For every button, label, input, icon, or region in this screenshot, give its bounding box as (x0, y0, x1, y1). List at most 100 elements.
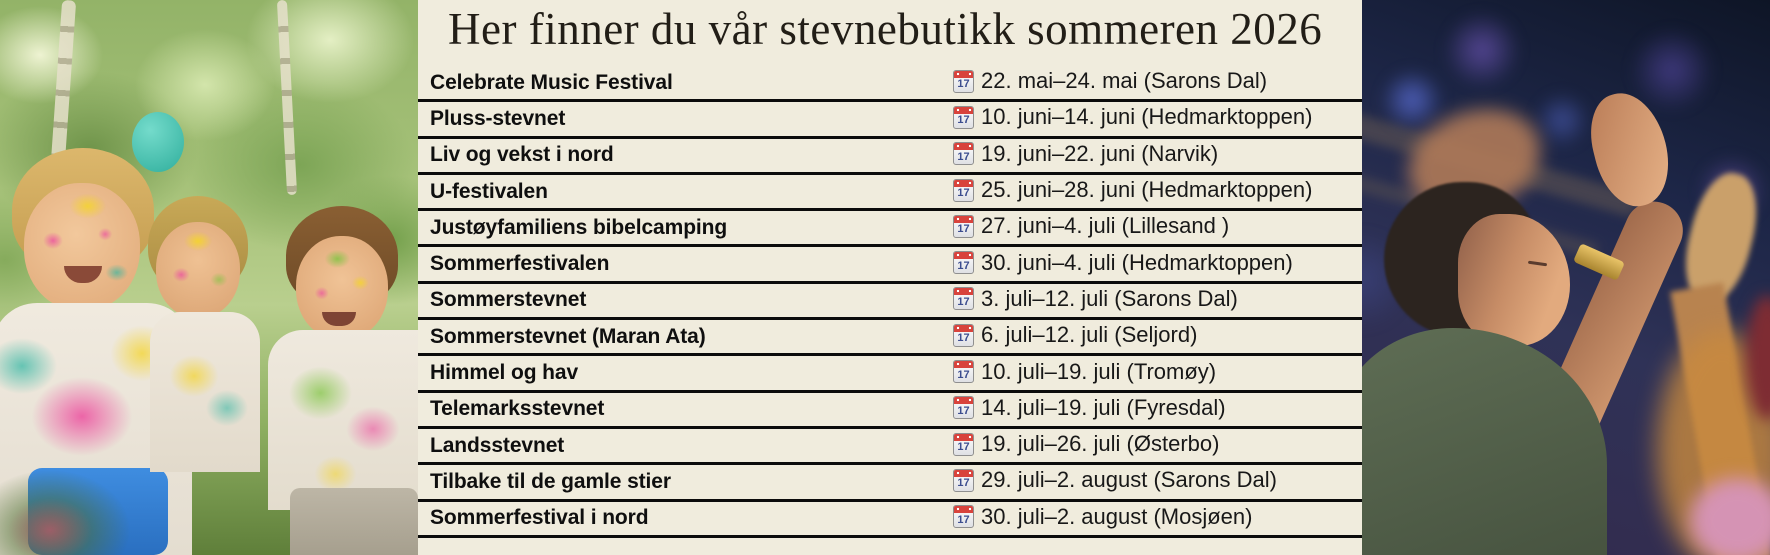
calendar-icon-header (954, 433, 973, 441)
festival-row: Sommerfestival i nord 17 30. juli–2. aug… (418, 502, 1362, 538)
festival-name: Sommerstevnet (430, 288, 587, 312)
festival-date: 27. juni–4. juli (Lillesand ) (981, 213, 1230, 239)
calendar-icon: 17 (953, 323, 974, 347)
child-shirt (268, 330, 418, 510)
child-pants (290, 488, 418, 555)
calendar-icon-day: 17 (957, 404, 970, 417)
festival-date-cell: 17 10. juni–14. juni (Hedmarktoppen) (953, 102, 1312, 132)
calendar-icon-header (954, 70, 973, 78)
festival-date-cell: 17 19. juli–26. juli (Østerbo) (953, 429, 1219, 459)
calendar-icon-header (954, 397, 973, 405)
woman-face (1458, 214, 1570, 346)
festival-table: Celebrate Music Festival 17 22. mai–24. … (418, 66, 1362, 538)
festival-date-cell: 17 30. juli–2. august (Mosjøen) (953, 502, 1252, 532)
festival-date: 14. juli–19. juli (Fyresdal) (981, 394, 1226, 420)
festival-name: Tilbake til de gamle stier (430, 469, 671, 493)
calendar-icon: 17 (953, 468, 974, 492)
calendar-icon-header (954, 506, 973, 514)
child-shirt (150, 312, 260, 472)
festival-date: 30. juli–2. august (Mosjøen) (981, 503, 1253, 529)
festival-name: Sommerfestivalen (430, 252, 610, 276)
calendar-icon: 17 (953, 287, 974, 311)
calendar-icon-day: 17 (957, 368, 970, 381)
calendar-icon-header (954, 288, 973, 296)
festival-date-cell: 17 27. juni–4. juli (Lillesand ) (953, 211, 1229, 241)
calendar-icon-day: 17 (957, 78, 970, 91)
festival-date: 6. juli–12. juli (Seljord) (981, 322, 1198, 348)
festival-date-cell: 17 6. juli–12. juli (Seljord) (953, 320, 1197, 350)
calendar-icon: 17 (953, 396, 974, 420)
child-smile (64, 266, 102, 283)
festival-name: Landsstevnet (430, 433, 565, 457)
page-title: Her finner du vår stevnebutikk sommeren … (448, 4, 1323, 54)
calendar-icon-day: 17 (957, 187, 970, 200)
calendar-icon-header (954, 215, 973, 223)
festival-date-cell: 17 19. juni–22. juni (Narvik) (953, 139, 1218, 169)
calendar-icon-header (954, 106, 973, 114)
festival-row: Landsstevnet 17 19. juli–26. juli (Øster… (418, 429, 1362, 466)
festival-name: Sommerfestival i nord (430, 506, 649, 530)
calendar-icon-day: 17 (957, 441, 970, 454)
festival-date: 29. juli–2. august (Sarons Dal) (981, 467, 1277, 493)
calendar-icon-day: 17 (957, 223, 970, 236)
festival-row: Sommerstevnet (Maran Ata) 17 6. juli–12.… (418, 320, 1362, 357)
calendar-icon: 17 (953, 69, 974, 93)
festival-row: Telemarksstevnet 17 14. juli–19. juli (F… (418, 393, 1362, 429)
festival-date-cell: 17 25. juni–28. juni (Hedmarktoppen) (953, 175, 1312, 205)
festival-date: 25. juni–28. juni (Hedmarktoppen) (981, 177, 1313, 203)
festival-name: Sommerstevnet (Maran Ata) (430, 324, 706, 348)
left-photo-children-holi (0, 0, 418, 555)
calendar-icon-header (954, 324, 973, 332)
calendar-icon-day: 17 (957, 477, 970, 490)
festival-row: Liv og vekst i nord 17 19. juni–22. juni… (418, 139, 1362, 175)
festival-row: Tilbake til de gamle stier 17 29. juli–2… (418, 465, 1362, 502)
festival-date-cell: 17 10. juli–19. juli (Tromøy) (953, 356, 1216, 386)
festival-name: Telemarksstevnet (430, 397, 605, 421)
calendar-icon: 17 (953, 360, 974, 384)
calendar-icon-header (954, 143, 973, 151)
calendar-icon: 17 (953, 178, 974, 202)
calendar-icon-day: 17 (957, 114, 970, 127)
festival-schedule-panel: Her finner du vår stevnebutikk sommeren … (418, 0, 1362, 555)
calendar-icon-day: 17 (957, 259, 970, 272)
festival-row: Sommerfestivalen 17 30. juni–4. juli (He… (418, 247, 1362, 284)
calendar-icon: 17 (953, 142, 974, 166)
calendar-icon-day: 17 (957, 513, 970, 526)
festival-name: Pluss-stevnet (430, 106, 566, 130)
festival-name: Justøyfamiliens bibelcamping (430, 215, 728, 239)
festival-row: Justøyfamiliens bibelcamping 17 27. juni… (418, 211, 1362, 248)
blurred-pink-shape (1690, 478, 1770, 555)
festival-row: U-festivalen 17 25. juni–28. juni (Hedma… (418, 175, 1362, 212)
festival-date: 22. mai–24. mai (Sarons Dal) (981, 68, 1268, 94)
calendar-icon: 17 (953, 505, 974, 529)
calendar-icon-header (954, 179, 973, 187)
festival-row: Pluss-stevnet 17 10. juni–14. juni (Hedm… (418, 102, 1362, 139)
festival-date: 19. juli–26. juli (Østerbo) (981, 431, 1220, 457)
calendar-icon-day: 17 (957, 150, 970, 163)
festival-row: Celebrate Music Festival 17 22. mai–24. … (418, 66, 1362, 103)
festival-name: Celebrate Music Festival (430, 70, 673, 94)
festival-date: 30. juni–4. juli (Hedmarktoppen) (981, 249, 1293, 275)
festival-date: 19. juni–22. juni (Narvik) (981, 140, 1219, 166)
festival-date-cell: 17 30. juni–4. juli (Hedmarktoppen) (953, 247, 1293, 277)
calendar-icon: 17 (953, 105, 974, 129)
right-photo-concert-crowd (1362, 0, 1770, 555)
calendar-icon: 17 (953, 214, 974, 238)
calendar-icon-header (954, 361, 973, 369)
calendar-icon: 17 (953, 251, 974, 275)
festival-name: Himmel og hav (430, 361, 579, 385)
face-paint (24, 183, 140, 311)
festival-row: Himmel og hav 17 10. juli–19. juli (Trom… (418, 356, 1362, 393)
festival-date: 10. juli–19. juli (Tromøy) (981, 358, 1217, 384)
festival-date: 10. juni–14. juni (Hedmarktoppen) (981, 104, 1313, 130)
festival-date: 3. juli–12. juli (Sarons Dal) (981, 285, 1238, 311)
calendar-icon: 17 (953, 432, 974, 456)
face-paint (156, 222, 240, 318)
festival-date-cell: 17 22. mai–24. mai (Sarons Dal) (953, 66, 1267, 96)
festival-name: Liv og vekst i nord (430, 143, 614, 167)
festival-date-cell: 17 3. juli–12. juli (Sarons Dal) (953, 284, 1238, 314)
calendar-icon-header (954, 469, 973, 477)
calendar-icon-day: 17 (957, 332, 970, 345)
festival-name: U-festivalen (430, 179, 548, 203)
